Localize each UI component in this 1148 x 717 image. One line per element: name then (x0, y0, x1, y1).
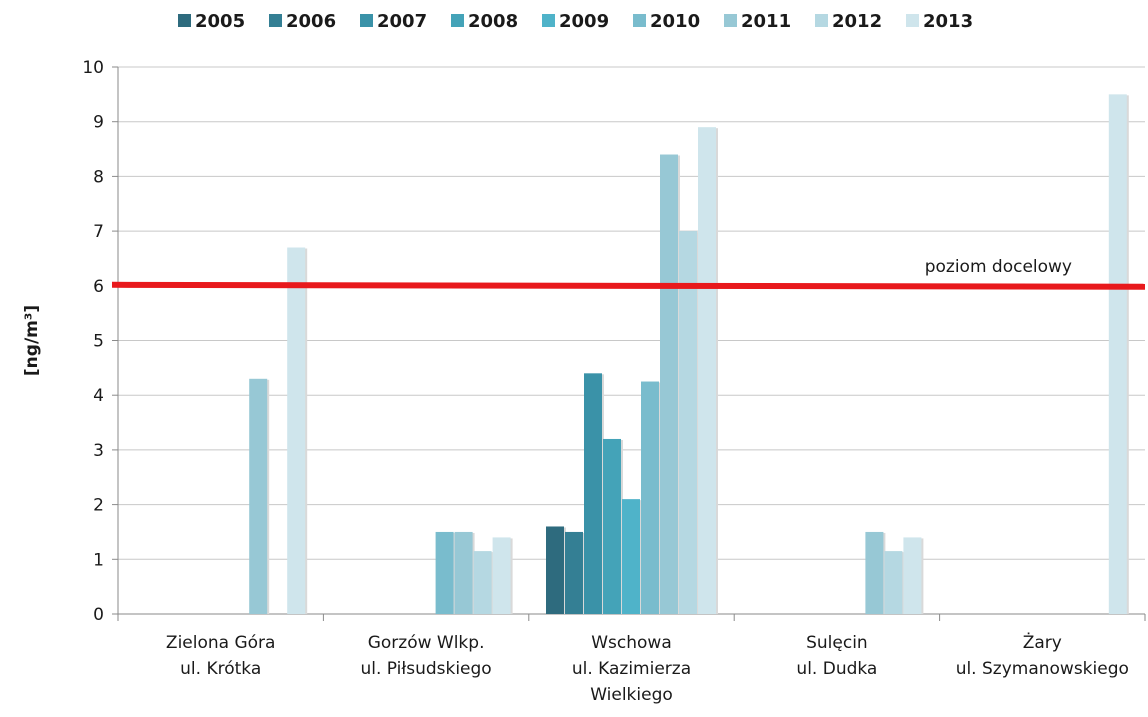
legend-swatch (906, 14, 919, 27)
reference-line-group: poziom docelowy (111, 257, 1146, 290)
y-tick-label: 6 (93, 277, 104, 297)
legend-swatch (542, 14, 555, 27)
bar-2010 (641, 381, 659, 614)
bar-2005 (546, 526, 564, 614)
x-category-label: Zielona Góra ul. Krótka (166, 633, 276, 679)
legend-label: 2006 (286, 11, 336, 32)
legend-swatch (451, 14, 464, 27)
bar-2011 (660, 154, 678, 614)
y-tick-label: 7 (93, 222, 104, 242)
legend-item-2011: 2011 (724, 11, 791, 32)
bar-2009 (622, 499, 640, 614)
bar-2012 (679, 231, 697, 614)
legend: 2005 2006 2007 2008 2009 2010 2011 2012 2013 (178, 11, 973, 32)
legend-swatch (633, 14, 646, 27)
bar-2013 (1108, 94, 1127, 615)
bars (249, 94, 1129, 615)
legend-swatch (815, 14, 828, 27)
bar-2011 (454, 531, 473, 614)
legend-item-2012: 2012 (815, 11, 882, 32)
legend-label: 2012 (832, 11, 882, 32)
legend-swatch (360, 14, 373, 27)
legend-label: 2013 (923, 11, 973, 32)
y-tick-label: 0 (93, 605, 104, 625)
legend-item-2007: 2007 (360, 11, 427, 32)
x-category-label: Gorzów Wlkp. ul. Piłsudskiego (360, 633, 491, 679)
legend-swatch (269, 14, 282, 27)
bar-2013 (903, 537, 922, 614)
reference-line (111, 281, 1146, 290)
legend-swatch (178, 14, 191, 27)
bar-2006 (565, 531, 583, 614)
bar-2013 (287, 247, 306, 614)
x-category-label-line: Gorzów Wlkp. (368, 633, 485, 653)
bar-2010 (435, 531, 454, 614)
y-tick-label: 5 (93, 332, 104, 352)
reference-line-label: poziom docelowy (925, 257, 1072, 277)
x-category-label-line: ul. Kazimierza (572, 659, 691, 679)
y-tick-label: 2 (93, 496, 104, 516)
x-category-label-line: ul. Krótka (180, 659, 261, 679)
legend-label: 2008 (468, 11, 518, 32)
x-category-label: Wschowa ul. Kazimierza Wielkiego (572, 633, 691, 705)
legend-label: 2007 (377, 11, 427, 32)
x-category-label: Sulęcin ul. Dudka (796, 633, 877, 679)
y-axis-label: [ng/m³] (22, 305, 42, 376)
y-tick-label: 8 (93, 167, 104, 187)
x-category-label-line: Zielona Góra (166, 633, 276, 653)
y-tick-label: 9 (93, 113, 104, 133)
legend-label: 2010 (650, 11, 700, 32)
bar-2013 (698, 127, 716, 615)
bar-2011 (865, 531, 884, 614)
y-tick-label: 3 (93, 441, 104, 461)
category-labels: Zielona Góra ul. Krótka Gorzów Wlkp. ul. Pi… (166, 632, 1129, 705)
legend-label: 2011 (741, 11, 791, 32)
legend-item-2009: 2009 (542, 11, 609, 32)
x-category-label-line: Sulęcin (806, 633, 868, 653)
bar-2008 (603, 438, 621, 614)
bar-2013 (492, 537, 511, 614)
bar-2012 (473, 551, 492, 614)
y-tick-label: 4 (93, 386, 104, 406)
x-category-label-line: ul. Dudka (796, 659, 877, 679)
x-category-label: Żary ul. Szymanowskiego (956, 632, 1129, 679)
bar-2007 (584, 373, 602, 614)
legend-label: 2005 (195, 11, 245, 32)
x-category-label-line: ul. Szymanowskiego (956, 659, 1129, 679)
legend-item-2010: 2010 (633, 11, 700, 32)
legend-item-2008: 2008 (451, 11, 518, 32)
bar-2011 (249, 378, 268, 614)
legend-item-2013: 2013 (906, 11, 973, 32)
bar-2012 (884, 551, 903, 614)
x-category-label-line: Wielkiego (590, 685, 673, 705)
legend-swatch (724, 14, 737, 27)
x-category-label-line: ul. Piłsudskiego (360, 659, 491, 679)
x-category-label-line: Żary (1023, 632, 1062, 653)
y-tick-label: 1 (93, 550, 104, 570)
legend-item-2005: 2005 (178, 11, 245, 32)
legend-item-2006: 2006 (269, 11, 336, 32)
legend-label: 2009 (559, 11, 609, 32)
x-category-label-line: Wschowa (591, 633, 672, 653)
y-tick-labels: 0 1 2 3 4 5 6 7 8 9 10 (82, 58, 118, 625)
y-tick-label: 10 (82, 58, 104, 78)
